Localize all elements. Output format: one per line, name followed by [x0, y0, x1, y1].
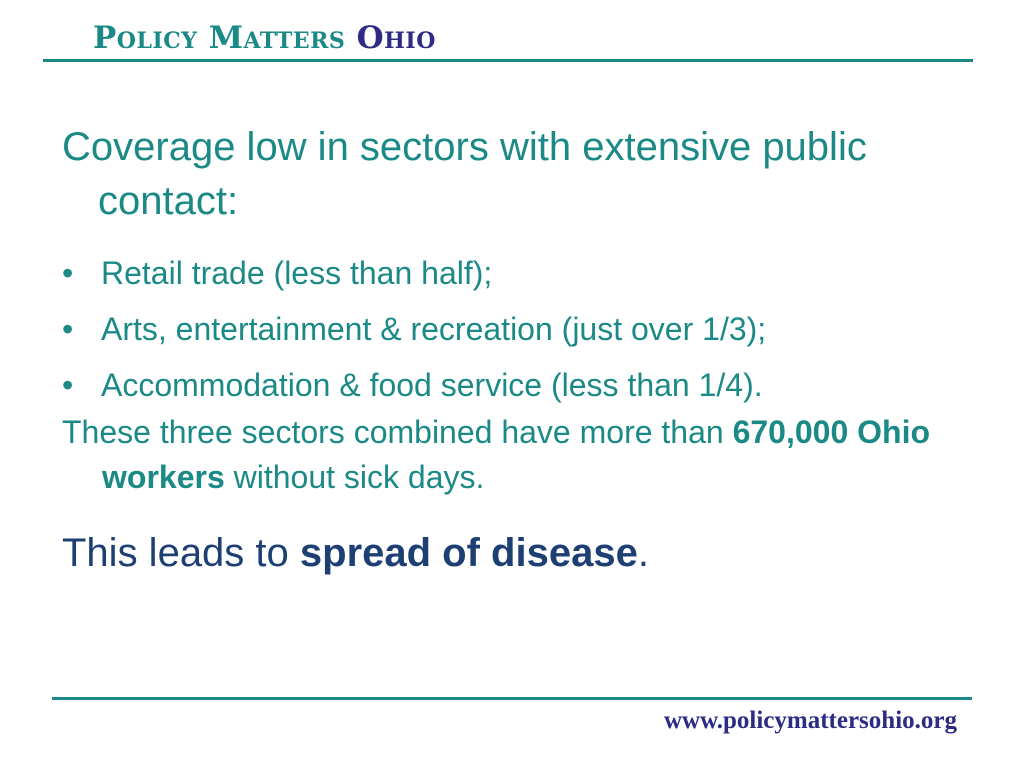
workers-count: 670,000 Ohio workers	[102, 414, 931, 495]
list-item-text: Arts, entertainment & recreation (just o…	[101, 311, 767, 347]
combined-text-post: without sick days.	[224, 459, 485, 495]
slide-heading: Coverage low in sectors with extensive p…	[62, 125, 867, 223]
conclusion-emphasis: spread of disease	[299, 531, 638, 575]
org-name-part1: Policy Matters	[93, 20, 346, 56]
list-item-text: Retail trade (less than half);	[101, 255, 493, 291]
sector-list: • Retail trade (less than half); • Arts, e…	[62, 254, 982, 404]
footer-divider	[52, 697, 972, 700]
bullet-icon: •	[62, 367, 74, 403]
header-divider	[43, 59, 973, 62]
conclusion-pre: This leads to	[62, 531, 300, 575]
combined-statement: These three sectors combined have more t…	[62, 410, 982, 500]
conclusion-statement: This leads to spread of disease.	[62, 528, 982, 578]
footer-url[interactable]: www.policymattersohio.org	[663, 707, 957, 734]
list-item: • Retail trade (less than half);	[62, 254, 982, 292]
list-item-text: Accommodation & food service (less than …	[101, 367, 763, 403]
list-item: • Arts, entertainment & recreation (just …	[62, 310, 982, 348]
list-item: • Accommodation & food service (less than…	[62, 366, 982, 404]
org-name-part2: Ohio	[356, 20, 436, 56]
slide-content: Coverage low in sectors with extensive p…	[62, 120, 982, 578]
bullet-icon: •	[62, 311, 74, 347]
org-logo: Policy Matters Ohio	[93, 20, 436, 56]
bullet-icon: •	[62, 255, 74, 291]
combined-text-pre: These three sectors combined have more t…	[62, 414, 733, 450]
conclusion-post: .	[637, 531, 649, 575]
